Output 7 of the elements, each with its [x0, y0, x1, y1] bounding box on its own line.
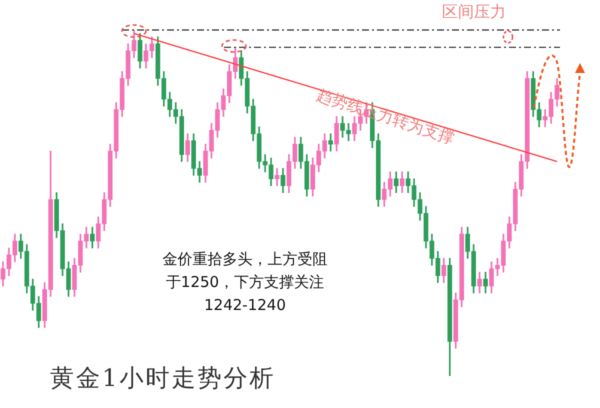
annotation: 1242-1240: [203, 295, 287, 316]
text: 黄金1小时走势分析: [50, 363, 276, 394]
annotation: 金价重拾多头，上方受阻: [162, 249, 328, 270]
annotation: 于1250，下方支撑关注: [164, 272, 326, 293]
text: 区间压力: [442, 2, 506, 23]
annotation: 趋势线压力转为支撑: [314, 85, 457, 150]
candlestick: [274, 168, 280, 186]
